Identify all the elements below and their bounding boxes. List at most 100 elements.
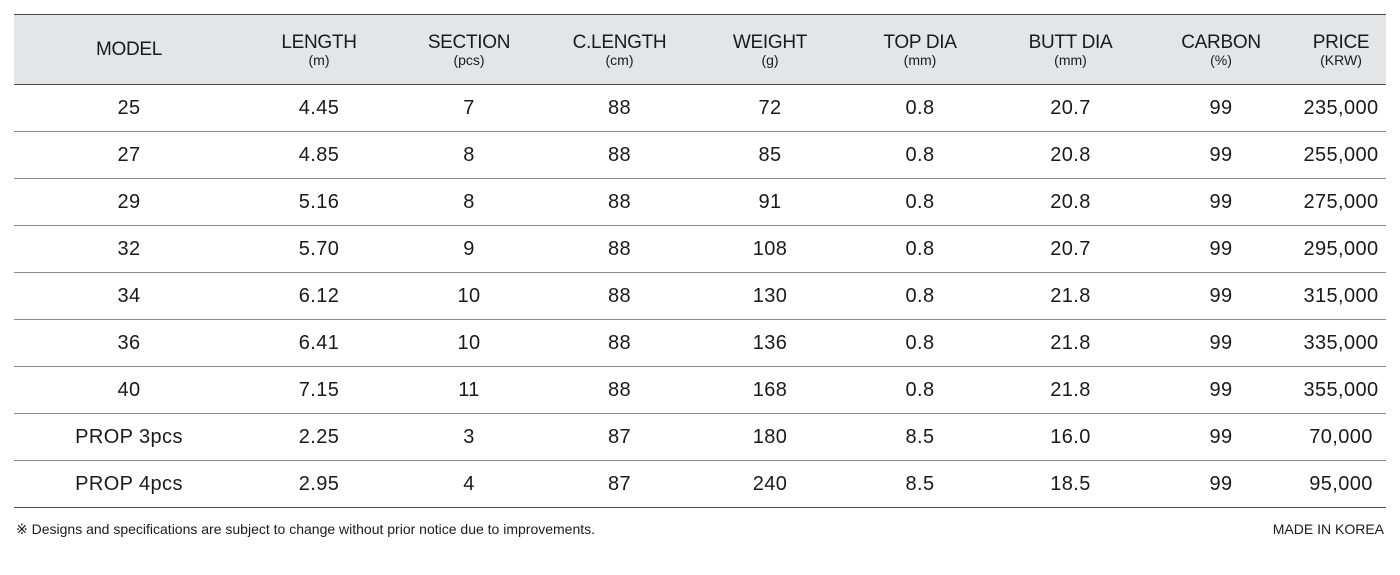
- table-cell: 87: [544, 460, 695, 508]
- table-cell: 85: [695, 131, 845, 179]
- column-header-label: C.LENGTH: [572, 31, 667, 53]
- table-cell: 70,000: [1296, 413, 1386, 461]
- table-cell: 29: [14, 178, 244, 226]
- table-cell: 10: [394, 319, 544, 367]
- table-cell: 25: [14, 84, 244, 132]
- table-cell: 8: [394, 131, 544, 179]
- header-row: MODEL LENGTH (m) SECTION (pcs) C.LENGTH (cm) WE…: [14, 14, 1386, 85]
- table-cell: 21.8: [995, 319, 1146, 367]
- table-cell: 88: [544, 178, 695, 226]
- table-row: 25 4.45 7 88 72 0.8 20.7 99 235,000: [14, 84, 1386, 132]
- table-cell: 180: [695, 413, 845, 461]
- table-cell: 34: [14, 272, 244, 320]
- column-header-unit: (mm): [903, 51, 937, 68]
- column-header-butt-dia: BUTT DIA (mm): [995, 14, 1146, 85]
- table-cell: 2.25: [244, 413, 394, 461]
- table-cell: 8: [394, 178, 544, 226]
- table-cell: 4.85: [244, 131, 394, 179]
- table-cell: 6.41: [244, 319, 394, 367]
- table-cell: 99: [1146, 225, 1296, 273]
- column-header-label: CARBON: [1181, 31, 1261, 53]
- table-cell: 2.95: [244, 460, 394, 508]
- table-cell: 87: [544, 413, 695, 461]
- disclaimer-note: ※ Designs and specifications are subject…: [16, 521, 596, 537]
- column-header-unit: (%): [1210, 51, 1232, 68]
- table-row: 32 5.70 9 88 108 0.8 20.7 99 295,000: [14, 225, 1386, 273]
- table-cell: 130: [695, 272, 845, 320]
- table-cell: 99: [1146, 84, 1296, 132]
- table-row: 34 6.12 10 88 130 0.8 21.8 99 315,000: [14, 272, 1386, 320]
- table-cell: 88: [544, 366, 695, 414]
- table-cell: 8.5: [845, 413, 995, 461]
- column-header-unit: (m): [308, 51, 330, 68]
- table-cell: 10: [394, 272, 544, 320]
- table-cell: 4: [394, 460, 544, 508]
- column-header-unit: (cm): [605, 51, 634, 68]
- column-header-unit: (pcs): [453, 51, 485, 68]
- table-cell: 88: [544, 225, 695, 273]
- table-cell: PROP 3pcs: [14, 413, 244, 461]
- table-cell: 91: [695, 178, 845, 226]
- column-header-label: TOP DIA: [883, 31, 957, 53]
- column-header-section: SECTION (pcs): [394, 14, 544, 85]
- table-cell: 0.8: [845, 131, 995, 179]
- spec-table: MODEL LENGTH (m) SECTION (pcs) C.LENGTH (cm) WE…: [14, 14, 1386, 508]
- table-row: 29 5.16 8 88 91 0.8 20.8 99 275,000: [14, 178, 1386, 226]
- table-cell: 88: [544, 131, 695, 179]
- table-cell: 275,000: [1296, 178, 1386, 226]
- table-cell: 32: [14, 225, 244, 273]
- table-cell: 355,000: [1296, 366, 1386, 414]
- column-header-top-dia: TOP DIA (mm): [845, 14, 995, 85]
- column-header-label: LENGTH: [281, 31, 357, 53]
- column-header-price: PRICE (KRW): [1296, 14, 1386, 85]
- table-cell: 4.45: [244, 84, 394, 132]
- table-cell: 7: [394, 84, 544, 132]
- table-cell: 99: [1146, 178, 1296, 226]
- table-cell: 99: [1146, 272, 1296, 320]
- spec-table-body: 25 4.45 7 88 72 0.8 20.7 99 235,000 27 4.85 8 88 85 0.…: [14, 84, 1386, 508]
- table-cell: 0.8: [845, 84, 995, 132]
- column-header-c-length: C.LENGTH (cm): [544, 14, 695, 85]
- table-cell: 20.7: [995, 225, 1146, 273]
- table-cell: 9: [394, 225, 544, 273]
- table-cell: 88: [544, 272, 695, 320]
- table-cell: 20.8: [995, 178, 1146, 226]
- table-cell: 8.5: [845, 460, 995, 508]
- table-row: 40 7.15 11 88 168 0.8 21.8 99 355,000: [14, 366, 1386, 414]
- table-cell: 21.8: [995, 366, 1146, 414]
- table-cell: 5.16: [244, 178, 394, 226]
- column-header-unit: (KRW): [1320, 51, 1362, 68]
- column-header-weight: WEIGHT (g): [695, 14, 845, 85]
- column-header-model: MODEL: [14, 14, 244, 85]
- column-header-label: BUTT DIA: [1028, 31, 1113, 53]
- made-in-label: MADE IN KOREA: [1272, 521, 1384, 537]
- table-cell: 0.8: [845, 225, 995, 273]
- table-cell: 335,000: [1296, 319, 1386, 367]
- table-cell: 16.0: [995, 413, 1146, 461]
- column-header-label: PRICE: [1312, 31, 1370, 53]
- table-cell: 20.7: [995, 84, 1146, 132]
- spec-table-header: MODEL LENGTH (m) SECTION (pcs) C.LENGTH (cm) WE…: [14, 14, 1386, 85]
- table-cell: 88: [544, 319, 695, 367]
- column-header-length: LENGTH (m): [244, 14, 394, 85]
- table-cell: 315,000: [1296, 272, 1386, 320]
- column-header-label: MODEL: [95, 39, 163, 60]
- table-cell: 0.8: [845, 272, 995, 320]
- table-cell: 5.70: [244, 225, 394, 273]
- table-cell: 0.8: [845, 178, 995, 226]
- table-cell: 136: [695, 319, 845, 367]
- table-cell: 36: [14, 319, 244, 367]
- table-cell: 11: [394, 366, 544, 414]
- table-cell: 255,000: [1296, 131, 1386, 179]
- table-cell: 108: [695, 225, 845, 273]
- table-cell: 7.15: [244, 366, 394, 414]
- table-cell: 168: [695, 366, 845, 414]
- table-cell: 99: [1146, 413, 1296, 461]
- table-cell: 99: [1146, 460, 1296, 508]
- table-row: PROP 4pcs 2.95 4 87 240 8.5 18.5 99 95,000: [14, 460, 1386, 508]
- table-cell: PROP 4pcs: [14, 460, 244, 508]
- table-cell: 20.8: [995, 131, 1146, 179]
- table-cell: 0.8: [845, 366, 995, 414]
- table-cell: 0.8: [845, 319, 995, 367]
- table-cell: 99: [1146, 366, 1296, 414]
